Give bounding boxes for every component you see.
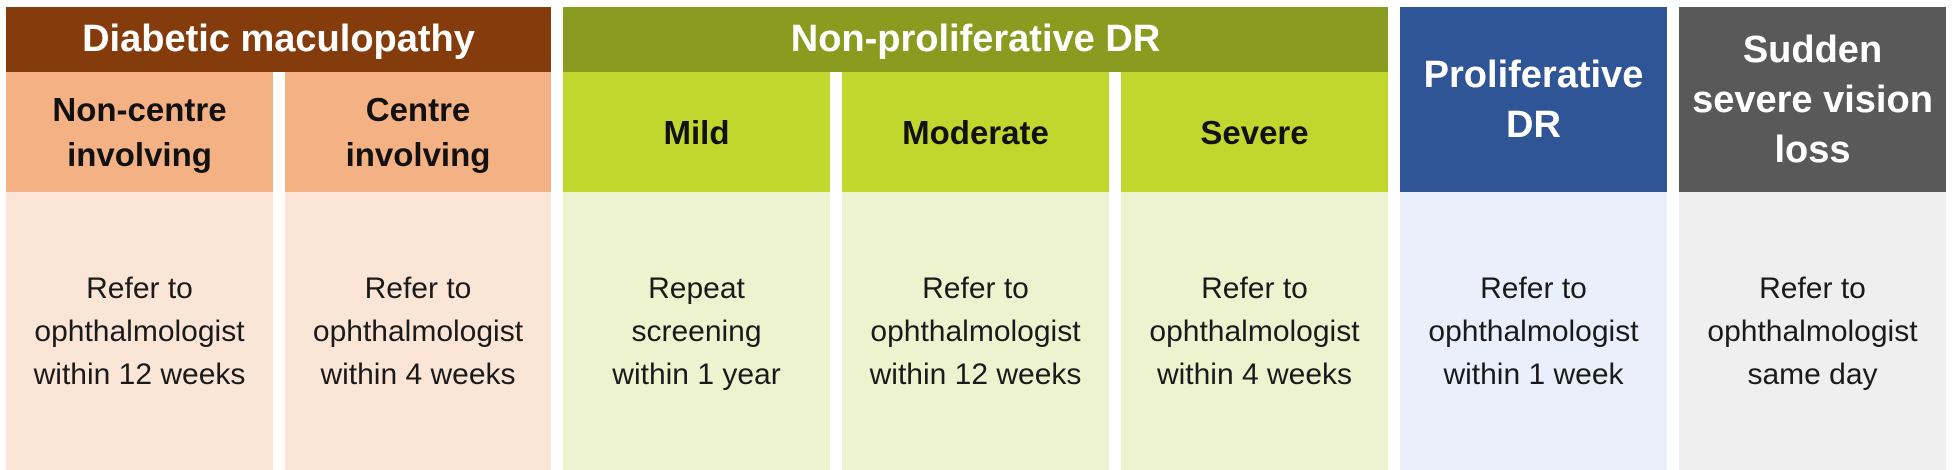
centre-involving-header: Centre involving [285, 72, 551, 192]
severe-label: Severe [1200, 113, 1309, 151]
mild-action: Repeat screening within 1 year [563, 192, 830, 470]
moderate-header: Moderate [842, 72, 1109, 192]
maculopathy-header: Diabetic maculopathy [6, 7, 551, 72]
centre-involving-action: Refer to ophthalmologist within 4 weeks [285, 192, 551, 470]
non-centre-involving-label: Non-centre involving [52, 91, 227, 173]
proliferative-title: Proliferative DR [1423, 53, 1644, 146]
maculopathy-title: Diabetic maculopathy [82, 17, 475, 60]
sudden-loss-title: Sudden severe vision loss [1692, 28, 1933, 171]
severe-action: Refer to ophthalmologist within 4 weeks [1121, 192, 1388, 470]
non-proliferative-header: Non-proliferative DR [563, 7, 1388, 72]
severe-action-text: Refer to ophthalmologist within 4 weeks [1149, 271, 1360, 391]
proliferative-action: Refer to ophthalmologist within 1 week [1400, 192, 1667, 470]
sudden-loss-header: Sudden severe vision loss [1679, 7, 1946, 192]
proliferative-header: Proliferative DR [1400, 7, 1667, 192]
severe-header: Severe [1121, 72, 1388, 192]
non-centre-involving-action-text: Refer to ophthalmologist within 12 weeks [33, 271, 246, 391]
mild-action-text: Repeat screening within 1 year [612, 271, 781, 391]
moderate-action: Refer to ophthalmologist within 12 weeks [842, 192, 1109, 470]
moderate-label: Moderate [902, 113, 1049, 151]
non-centre-involving-action: Refer to ophthalmologist within 12 weeks [6, 192, 273, 470]
non-proliferative-title: Non-proliferative DR [790, 17, 1161, 60]
sudden-loss-action: Refer to ophthalmologist same day [1679, 192, 1946, 470]
non-centre-involving-header: Non-centre involving [6, 72, 273, 192]
mild-label: Mild [663, 113, 730, 151]
mild-header: Mild [563, 72, 830, 192]
proliferative-action-text: Refer to ophthalmologist within 1 week [1428, 271, 1639, 391]
centre-involving-action-text: Refer to ophthalmologist within 4 weeks [312, 271, 524, 391]
sudden-loss-action-text: Refer to ophthalmologist same day [1707, 271, 1918, 391]
centre-involving-label: Centre involving [345, 91, 491, 173]
moderate-action-text: Refer to ophthalmologist within 12 weeks [869, 271, 1082, 391]
